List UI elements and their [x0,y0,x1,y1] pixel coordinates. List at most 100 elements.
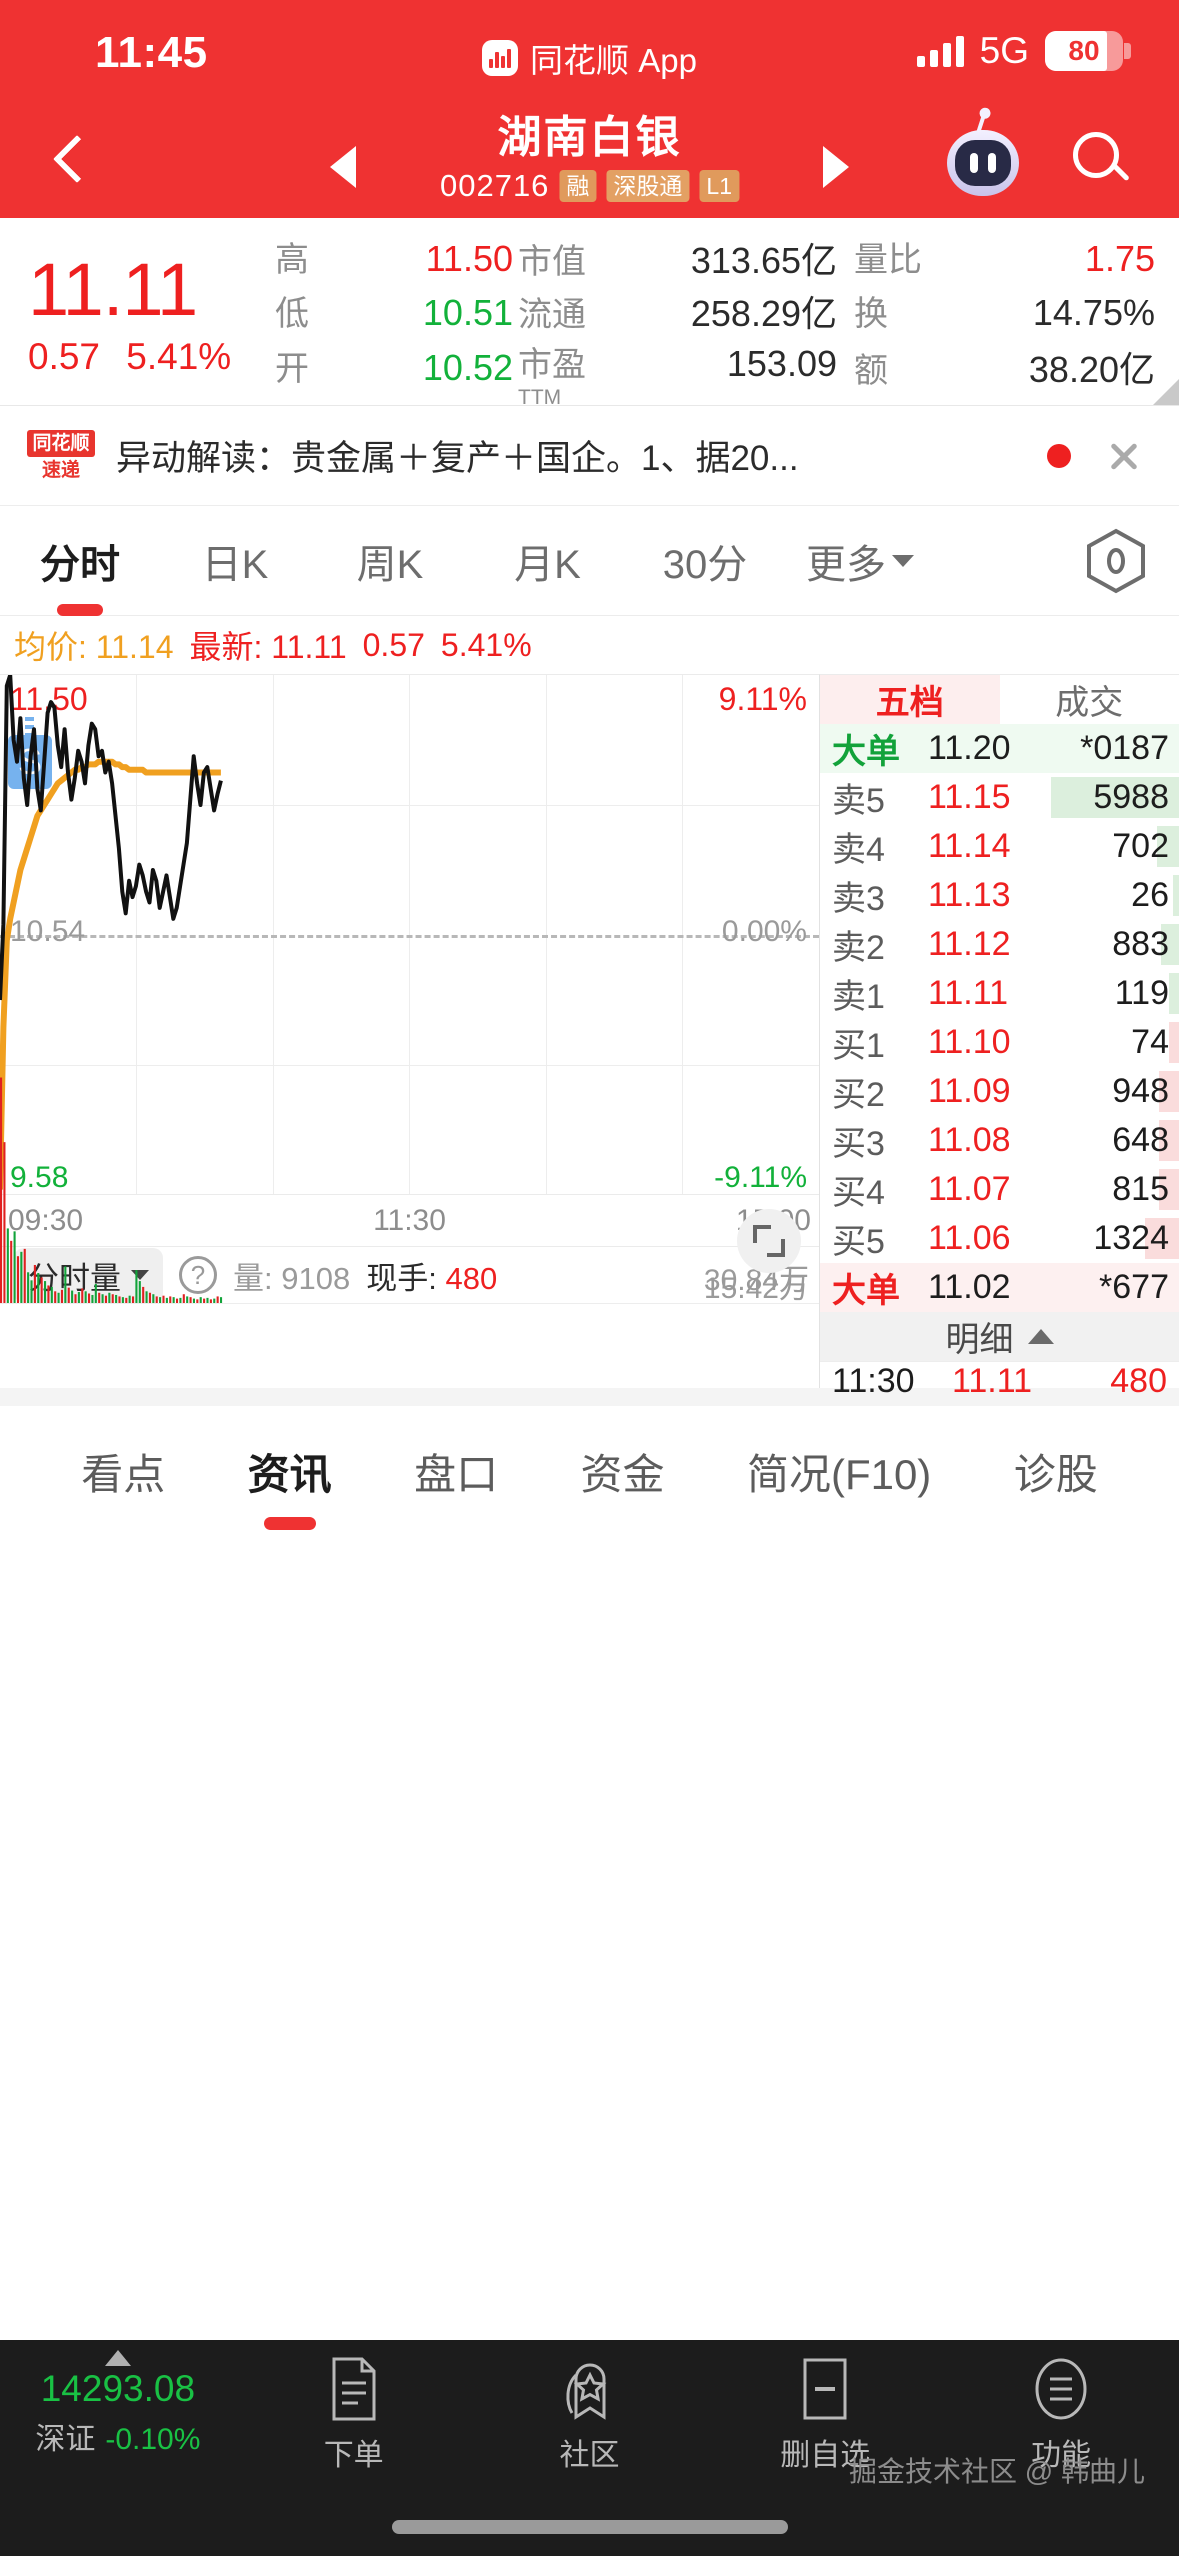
tab-dayk[interactable]: 日K [201,542,269,587]
detail-label: 明细 [945,1321,1014,1359]
axis-mid-pct: 0.00% [721,915,807,948]
sec-tab-pankou[interactable]: 盘口 [414,1450,499,1498]
news-headline[interactable]: 异动解读：贵金属＋复产＋国企。1、据20... [116,439,799,478]
ask-row-4[interactable]: 卖4 11.14 702 [820,822,1179,871]
tab-fenshi[interactable]: 分时 [0,532,160,616]
page-title: 湖南白银 [497,113,682,162]
volume-bars-svg [0,1077,223,1303]
sec-tab-zhengu[interactable]: 诊股 [1013,1450,1098,1498]
robot-assistant-icon[interactable] [947,115,1019,196]
close-icon[interactable] [1097,430,1149,482]
triangle-up-icon [104,2350,131,2366]
ask-row-5[interactable]: 卖5 11.15 5988 [820,773,1179,822]
expand-corner-icon[interactable] [1153,379,1179,405]
bid-row-3[interactable]: 买3 11.08 648 [820,1116,1179,1165]
home-indicator[interactable] [391,2520,788,2534]
last-tick-row[interactable]: 11:30 11.11 480 [820,1361,1179,1401]
quote-col-cap: 市值 313.65亿 流通 258.29亿 市盈TTM 153.09 [518,232,848,409]
nav-remove-watchlist[interactable]: 删自选 [707,2350,943,2474]
bid-row-2[interactable]: 买2 11.09 948 [820,1067,1179,1116]
axis-mid-price: 10.54 [10,915,86,948]
tab-five-levels[interactable]: 五档 [820,675,1000,724]
label-pe: 市盈TTM [518,346,586,409]
label-marketcap: 市值 [518,243,586,281]
sec-tab-zixun[interactable]: 资讯 [248,1441,332,1530]
volume-indicator-selector[interactable]: 分时量 [14,1247,163,1303]
ask-row-2[interactable]: 卖2 11.12 883 [820,920,1179,969]
battery-icon: 80 [1045,31,1131,71]
quote-row-turnover: 换 14.75% [848,286,1179,340]
volume-axis-mid: 15.42万 [703,1272,809,1305]
ask-row-1[interactable]: 卖1 11.11 119 [820,969,1179,1018]
nav-functions[interactable]: 功能 [943,2350,1179,2474]
index-value: 14293.08 [40,2368,196,2409]
news-banner[interactable]: 同花顺 速递 异动解读：贵金属＋复产＋国企。1、据20... [0,406,1179,506]
nav-remove-label: 删自选 [780,2439,871,2472]
chart-tab-bar: 分时 日K 周K 月K 30分 更多 [0,506,1179,616]
bid-row-1[interactable]: 买1 11.10 74 [820,1018,1179,1067]
tab-30min[interactable]: 30分 [662,542,748,587]
chart-legend: 均价: 11.14 最新: 11.11 0.57 5.41% [0,616,1179,674]
news-logo-line1: 同花顺 [27,429,95,457]
prev-stock-button[interactable] [330,146,356,188]
back-button[interactable] [52,136,86,186]
price-change-pct: 5.41% [126,335,232,377]
sec-tab-f10[interactable]: 简况(F10) [746,1450,932,1498]
value-low: 10.51 [422,292,513,334]
bid-row-5[interactable]: 买5 11.06 1324 [820,1214,1179,1263]
axis-low-price: 9.58 [10,1161,69,1194]
sec-tab-zijin[interactable]: 资金 [580,1450,665,1498]
detail-toggle[interactable]: 明细 [820,1312,1179,1361]
big-order-sell-row[interactable]: 大单 11.20 *0187 [820,724,1179,773]
expand-icon[interactable] [737,1209,801,1273]
stock-code: 002716 [439,168,550,203]
tab-weekk[interactable]: 周K [356,542,424,587]
tag-margin: 融 [559,170,597,202]
quote-row-pe: 市盈TTM 153.09 [518,337,848,409]
quote-col-hilo: 高 11.50 低 10.51 开 10.52 [275,232,518,395]
big-order-buy-row[interactable]: 大单 11.02 *677 [820,1263,1179,1312]
order-book-tabs: 五档 成交 [820,675,1179,724]
legend-avg: 均价: 11.14 [14,629,174,665]
chart-settings-icon[interactable] [1085,528,1147,594]
nav-community[interactable]: 社区 [472,2350,708,2474]
label-low: 低 [275,295,309,334]
label-pe-sup: TTM [518,386,562,409]
quote-row-high: 高 11.50 [275,232,518,286]
tab-monthk[interactable]: 月K [514,542,581,587]
label-high: 高 [275,241,309,279]
value-pe: 153.09 [726,343,837,384]
tab-trades[interactable]: 成交 [1055,684,1124,722]
status-time: 11:45 [95,28,208,77]
nav-order[interactable]: 下单 [236,2350,472,2474]
quote-row-amount: 额 38.20亿 [848,341,1179,395]
next-stock-button[interactable] [823,146,849,188]
question-icon[interactable]: ? [179,1256,217,1294]
tick-time: 11:30 [832,1362,915,1400]
xtick-mid: 11:30 [373,1203,446,1237]
tick-price: 11.11 [952,1362,1033,1400]
document-icon [328,2350,380,2428]
sec-tab-kandian[interactable]: 看点 [81,1450,166,1498]
label-amount: 额 [854,351,888,390]
quote-row-open: 开 10.52 [275,341,518,395]
ask-row-3[interactable]: 卖3 11.13 26 [820,871,1179,920]
volume-readout: 量: 9108 [233,1260,351,1296]
minus-box-icon [799,2350,851,2428]
price-chart[interactable]: 11.50 9.11% 10.54 0.00% 9.58 -9.11% S [0,675,819,1195]
network-type: 5G [979,30,1029,71]
news-logo-line2: 速递 [41,459,80,481]
search-icon[interactable] [1073,132,1135,194]
label-float: 流通 [518,295,586,334]
section-divider [0,1388,1179,1406]
price-change: 0.57 [28,335,101,377]
index-summary[interactable]: 14293.08 深证 -0.10% [0,2350,236,2458]
ths-app-icon [482,40,519,76]
chart-and-book: 11.50 9.11% 10.54 0.00% 9.58 -9.11% S 09… [0,674,1179,1400]
news-live-dot-icon [1047,443,1071,468]
axis-high-pct: 9.11% [718,681,807,717]
app-header: 湖南白银 002716 融 深股通 L1 [0,106,1179,218]
axis-low-pct: -9.11% [714,1161,807,1194]
bid-row-4[interactable]: 买4 11.07 815 [820,1165,1179,1214]
tab-more[interactable]: 更多 [785,532,935,590]
